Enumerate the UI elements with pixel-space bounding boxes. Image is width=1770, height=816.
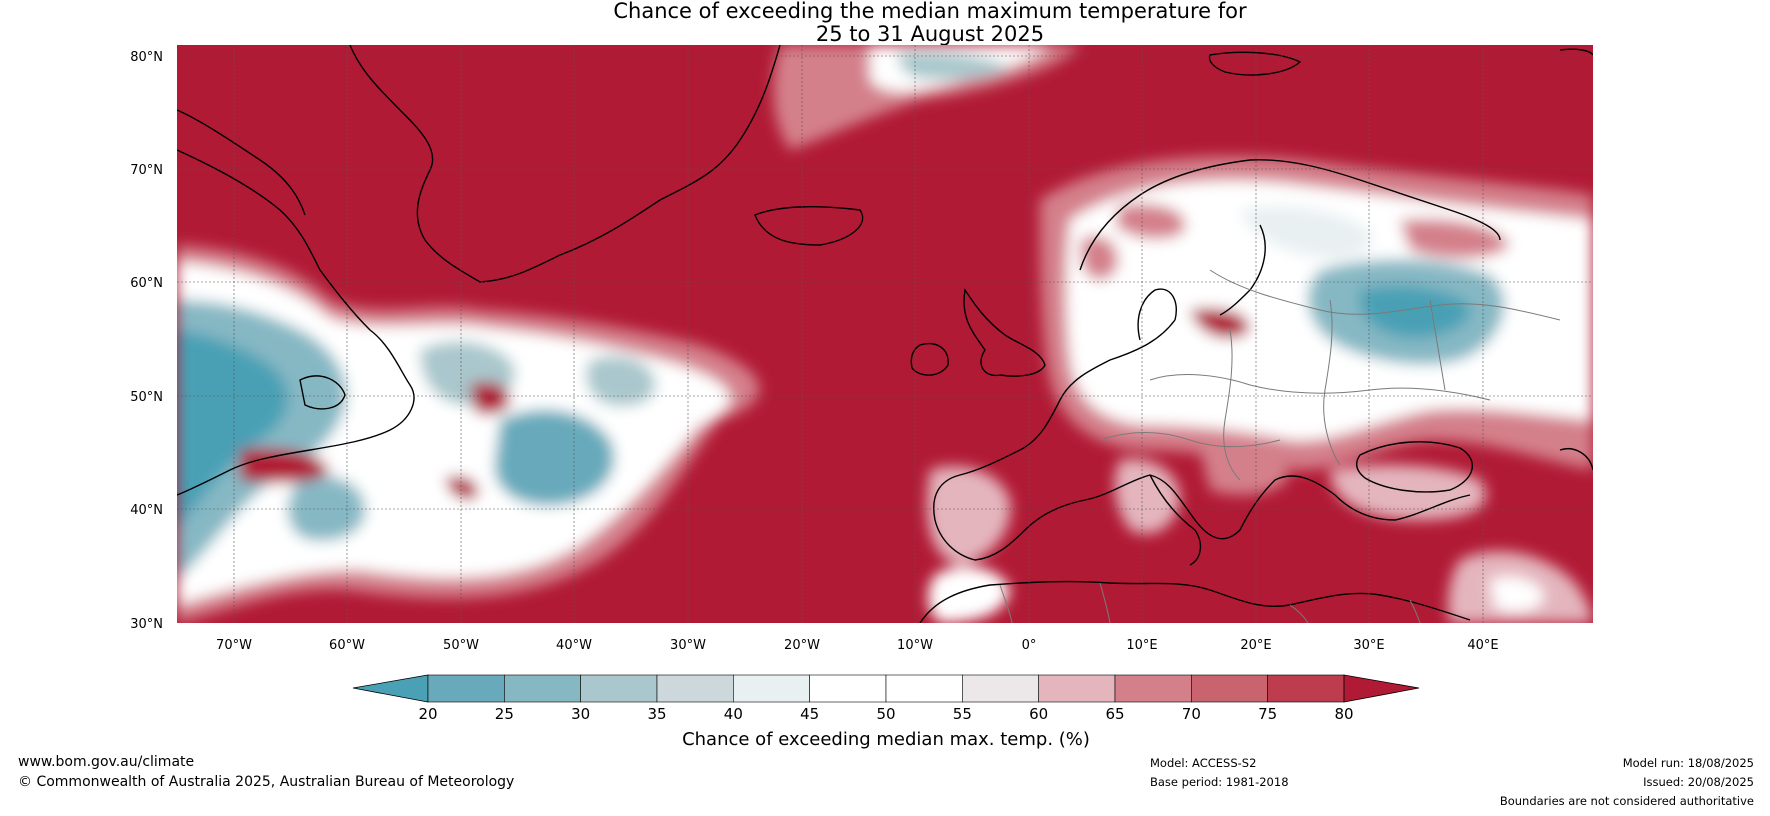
colorbar-segment — [427, 674, 505, 703]
footer-url[interactable]: www.bom.gov.au/climate — [18, 754, 195, 770]
colorbar-tick-label: 30 — [571, 705, 590, 723]
footer-model-run: Model run: 18/08/2025 — [1622, 756, 1754, 770]
colorbar-segment — [733, 674, 810, 703]
map-title-line2: 25 to 31 August 2025 — [815, 22, 1045, 46]
lon-tick-label: 10°E — [1126, 638, 1157, 653]
lon-tick-label: 30°W — [670, 638, 706, 653]
colorbar-segment — [1114, 674, 1192, 703]
footer-base-period: Base period: 1981-2018 — [1150, 775, 1289, 789]
colorbar-segment — [809, 674, 887, 703]
colorbar-tick-label: 25 — [495, 705, 514, 723]
colorbar-tick-label: 60 — [1029, 705, 1048, 723]
colorbar-over-arrow — [1343, 674, 1420, 703]
colorbar-tick-label: 45 — [800, 705, 819, 723]
footer-model: Model: ACCESS-S2 — [1150, 756, 1257, 770]
lat-tick-label: 60°N — [130, 276, 163, 291]
lon-tick-label: 20°E — [1240, 638, 1271, 653]
lat-tick-label: 30°N — [130, 617, 163, 632]
lon-tick-label: 50°W — [443, 638, 479, 653]
colorbar-segment — [885, 674, 963, 703]
colorbar-segment — [1191, 674, 1268, 703]
lon-tick-label: 60°W — [329, 638, 365, 653]
colorbar-tick-label: 65 — [1105, 705, 1124, 723]
colorbar-segments — [427, 674, 1345, 703]
colorbar: 20 25 30 35 40 45 50 55 60 65 70 75 80 Chance of exc… — [352, 674, 1420, 750]
colorbar-segment — [1267, 674, 1345, 703]
colorbar-tick-label: 70 — [1182, 705, 1201, 723]
footer-issued: Issued: 20/08/2025 — [1643, 775, 1754, 789]
colorbar-segment — [962, 674, 1039, 703]
probability-field — [177, 45, 1593, 623]
map-plot-area — [177, 45, 1593, 623]
colorbar-segment — [580, 674, 658, 703]
colorbar-under-arrow — [352, 674, 429, 703]
colorbar-tick-label: 55 — [953, 705, 972, 723]
lon-tick-label: 70°W — [216, 638, 252, 653]
graticule — [177, 45, 1593, 623]
lat-tick-label: 80°N — [130, 50, 163, 65]
colorbar-tick-label: 75 — [1258, 705, 1277, 723]
colorbar-segment — [504, 674, 581, 703]
colorbar-tick-label: 20 — [418, 705, 437, 723]
lon-tick-label: 40°W — [556, 638, 592, 653]
colorbar-tick-label: 40 — [724, 705, 743, 723]
colorbar-tick-label: 35 — [647, 705, 666, 723]
footer-disclaimer: Boundaries are not considered authoritat… — [1499, 794, 1754, 808]
lon-tick-label: 40°E — [1467, 638, 1498, 653]
lon-tick-label: 10°W — [897, 638, 933, 653]
map-title-line1: Chance of exceeding the median maximum t… — [613, 0, 1247, 23]
map-title: Chance of exceeding the median maximum t… — [0, 0, 1770, 46]
country-borders — [999, 269, 1561, 623]
lon-tick-label: 30°E — [1353, 638, 1384, 653]
colorbar-tick-label: 50 — [876, 705, 895, 723]
lon-tick-label: 20°W — [784, 638, 820, 653]
lon-tick-label: 0° — [1022, 638, 1037, 653]
lon-tick-labels: 70°W 60°W 50°W 40°W 30°W 20°W 10°W 0° 10… — [216, 638, 1499, 653]
colorbar-segment — [1038, 674, 1116, 703]
coastlines — [177, 45, 1593, 623]
colorbar-segment — [656, 674, 734, 703]
colorbar-tick-labels: 20 25 30 35 40 45 50 55 60 65 70 75 80 — [418, 705, 1353, 723]
lat-tick-label: 50°N — [130, 390, 163, 405]
footer-copyright: © Commonwealth of Australia 2025, Austra… — [18, 774, 515, 790]
colorbar-label: Chance of exceeding median max. temp. (%… — [682, 729, 1090, 750]
colorbar-tick-label: 80 — [1334, 705, 1353, 723]
lat-tick-labels: 80°N 70°N 60°N 50°N 40°N 30°N — [130, 50, 163, 632]
lat-tick-label: 70°N — [130, 163, 163, 178]
lat-tick-label: 40°N — [130, 503, 163, 518]
